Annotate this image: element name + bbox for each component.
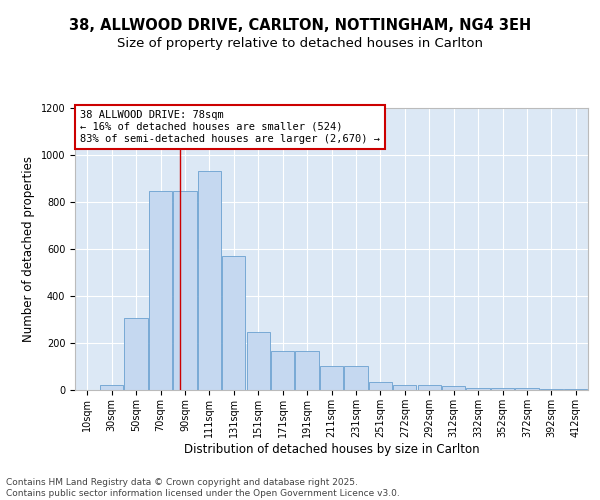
Bar (320, 366, 343, 390)
Bar (222, 256, 245, 390)
Text: 38, ALLWOOD DRIVE, CARLTON, NOTTINGHAM, NG4 3EH: 38, ALLWOOD DRIVE, CARLTON, NOTTINGHAM, … (69, 18, 531, 32)
Bar (369, 382, 392, 390)
Text: Contains HM Land Registry data © Crown copyright and database right 2025.
Contai: Contains HM Land Registry data © Crown c… (6, 478, 400, 498)
Bar (491, 388, 514, 390)
Bar (149, 191, 172, 390)
Bar (344, 366, 368, 390)
Bar (564, 389, 587, 390)
Bar (540, 389, 563, 390)
Text: 38 ALLWOOD DRIVE: 78sqm
← 16% of detached houses are smaller (524)
83% of semi-d: 38 ALLWOOD DRIVE: 78sqm ← 16% of detache… (80, 110, 380, 144)
Bar (393, 386, 416, 390)
Bar (100, 386, 123, 390)
Text: Size of property relative to detached houses in Carlton: Size of property relative to detached ho… (117, 38, 483, 51)
Bar (173, 191, 197, 390)
Bar (124, 318, 148, 390)
Bar (515, 388, 539, 390)
Bar (442, 386, 465, 390)
Bar (466, 388, 490, 390)
Bar (418, 386, 441, 390)
Bar (295, 351, 319, 390)
Bar (271, 351, 294, 390)
Bar (198, 171, 221, 390)
Bar (247, 332, 270, 390)
X-axis label: Distribution of detached houses by size in Carlton: Distribution of detached houses by size … (184, 442, 479, 456)
Y-axis label: Number of detached properties: Number of detached properties (22, 156, 35, 342)
